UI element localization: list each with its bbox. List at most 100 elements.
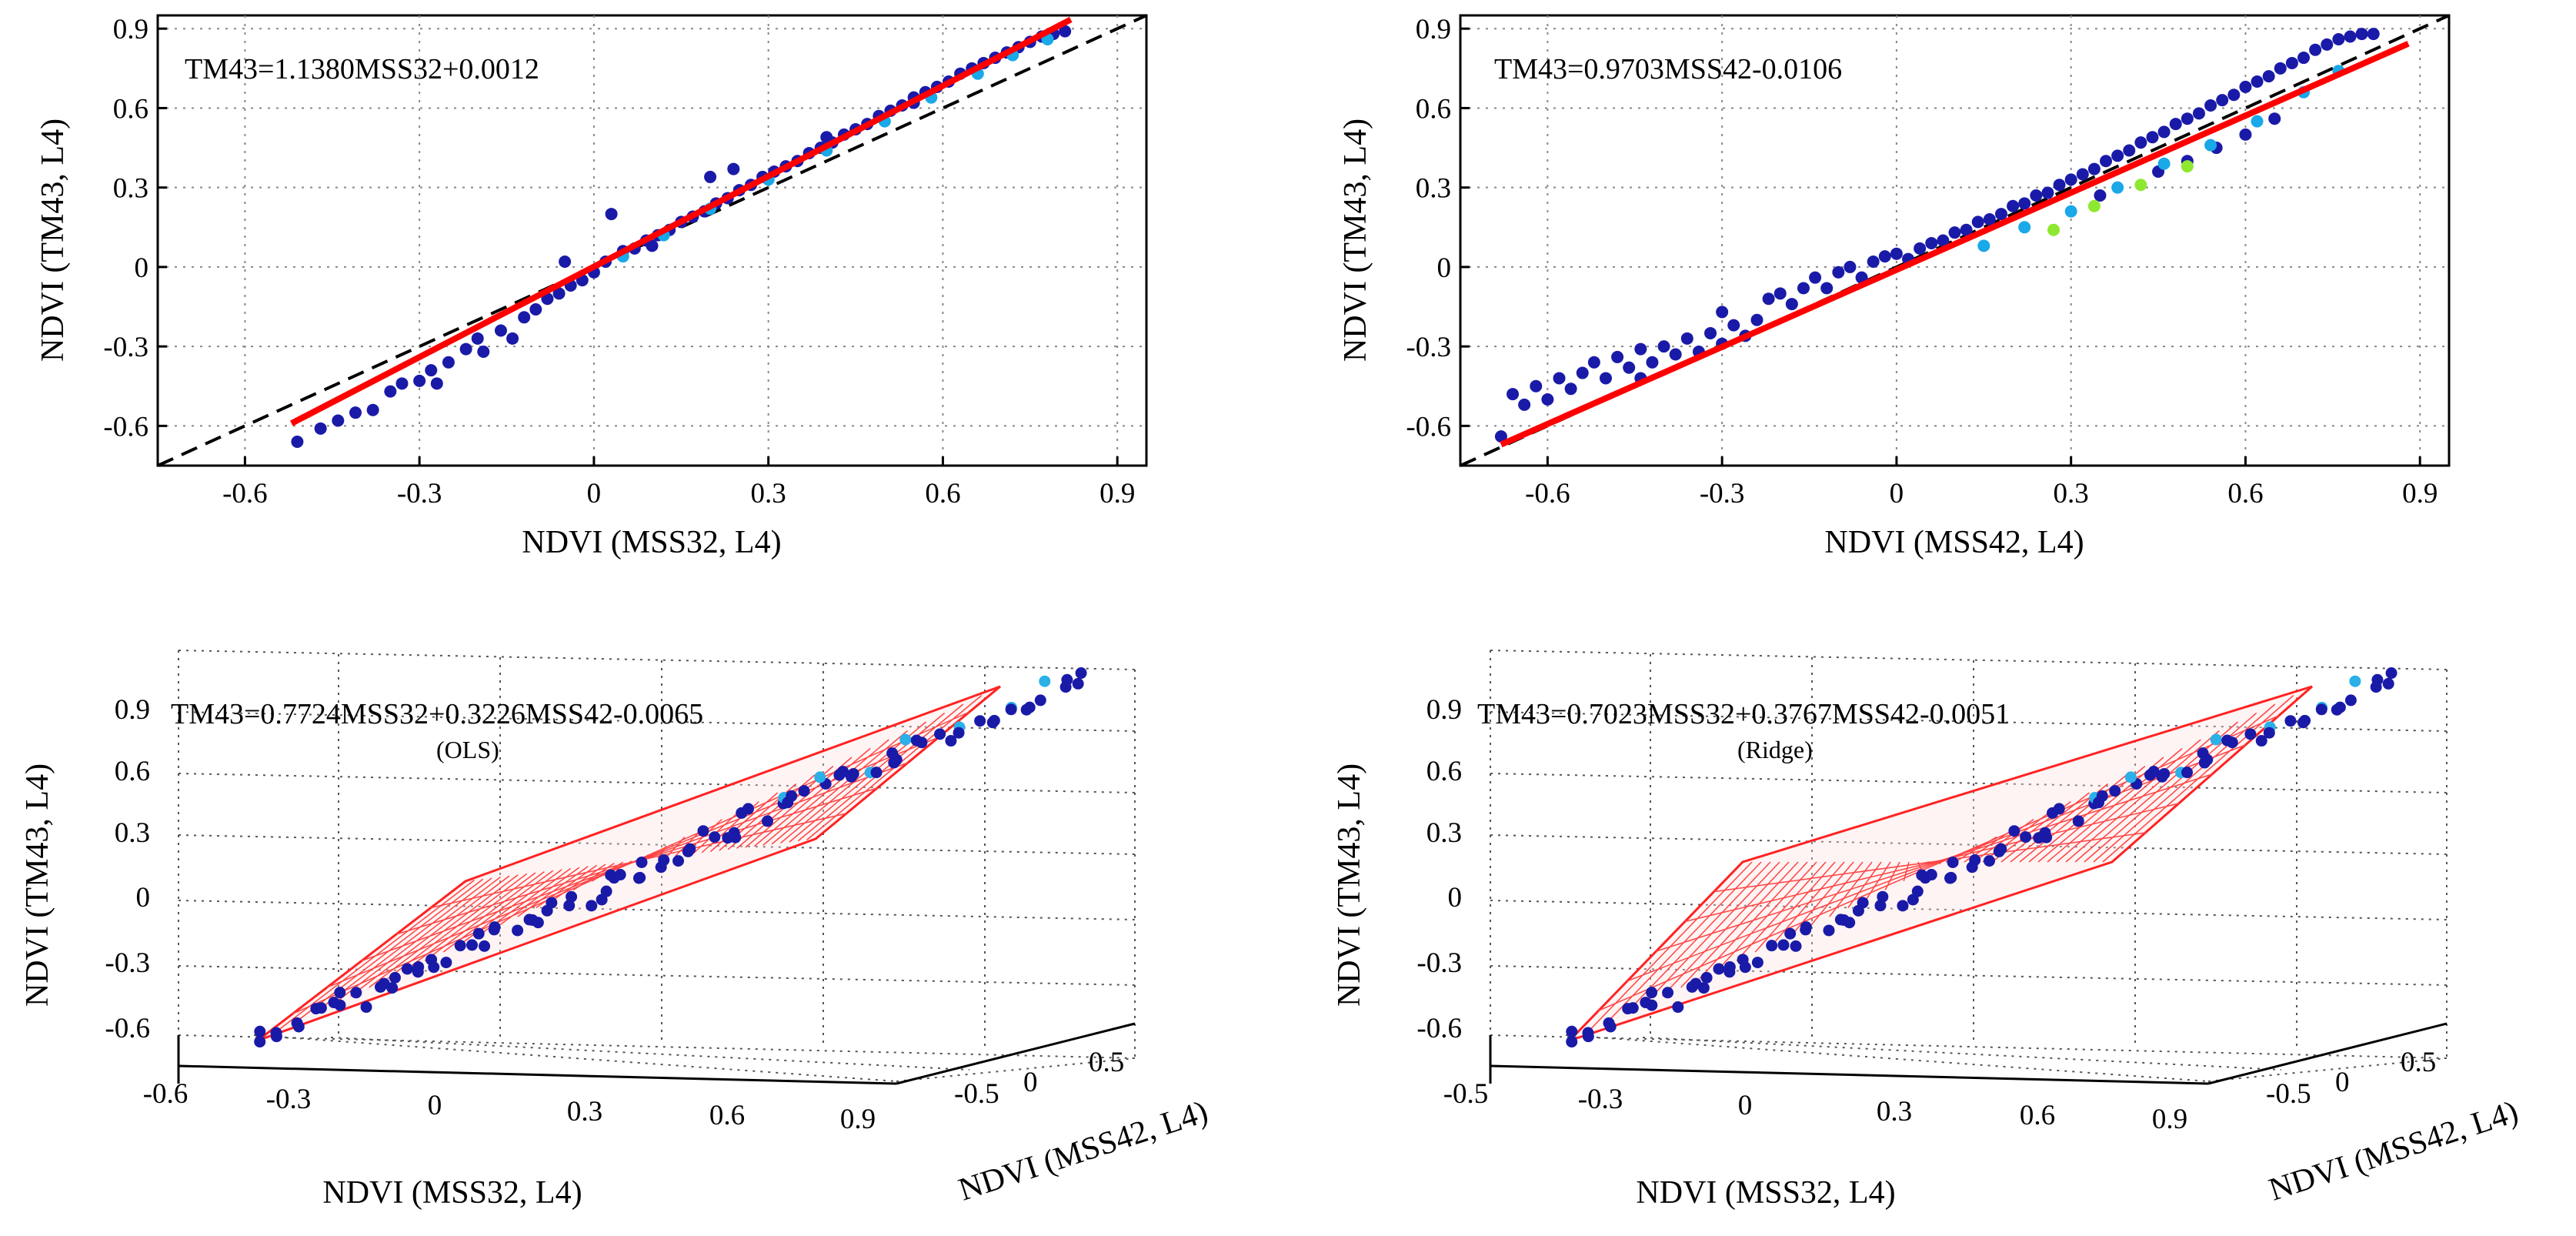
- data-point: [1576, 366, 1589, 379]
- data-point: [1566, 1025, 1578, 1037]
- data-point: [2007, 199, 2020, 212]
- depth-ticks: -0.5 0 0.5: [2266, 1047, 2436, 1110]
- y-tick-label: 0.6: [115, 756, 150, 787]
- x-tick-label: -0.5: [1443, 1078, 1489, 1110]
- y-tick-label: -0.3: [105, 947, 150, 979]
- data-point: [254, 1025, 266, 1037]
- y-tick-label: 0.6: [113, 93, 148, 125]
- data-point: [2268, 112, 2281, 125]
- x-tick-label: 0.6: [2020, 1100, 2055, 1131]
- data-point: [2053, 803, 2065, 815]
- depth-axis-label: NDVI (MSS42, L4): [955, 1094, 1213, 1208]
- data-point: [2087, 162, 2101, 175]
- data-point: [488, 924, 500, 936]
- data-point: [2111, 149, 2124, 162]
- data-point: [2156, 770, 2168, 783]
- data-point: [1686, 980, 1698, 993]
- x-tick-label: 0: [428, 1090, 442, 1121]
- data-point: [672, 855, 685, 867]
- data-point: [1897, 900, 1909, 912]
- depth-tick-label: 0.5: [1089, 1047, 1124, 1078]
- x-tick-label: 0.6: [925, 478, 960, 509]
- data-point: [814, 771, 826, 783]
- data-point: [350, 987, 362, 999]
- data-point: [1646, 356, 1659, 369]
- x-tick-label: -0.3: [1578, 1084, 1623, 1115]
- data-point: [1599, 372, 1612, 385]
- x-ticks: -0.6 -0.3 0 0.3 0.6 0.9: [222, 456, 1135, 509]
- x-tick-label: 0.9: [1099, 478, 1135, 509]
- data-point: [494, 324, 507, 337]
- panel-bottom-left-3d: 0.9 0.6 0.3 0 -0.3 -0.6 -0.6 -0.3 0 0.3 …: [20, 650, 1212, 1211]
- data-point: [2244, 728, 2257, 740]
- data-point: [728, 827, 740, 839]
- data-point: [1766, 940, 1778, 952]
- data-point: [1994, 208, 2007, 221]
- x-ticks: -0.6 -0.3 0 0.3 0.6 0.9: [143, 1078, 876, 1135]
- data-point: [412, 966, 424, 978]
- data-point: [332, 414, 345, 427]
- data-point: [2072, 815, 2084, 827]
- data-point: [1623, 361, 1636, 374]
- data-point: [820, 131, 833, 144]
- data-point: [2039, 827, 2051, 839]
- data-point: [945, 735, 957, 747]
- data-point: [1034, 694, 1046, 707]
- data-point: [1072, 677, 1084, 690]
- data-point: [974, 715, 986, 727]
- data-point: [704, 170, 717, 183]
- x-tick-label: 0: [1890, 478, 1904, 509]
- data-point: [1785, 298, 1798, 311]
- mesh-line: [1713, 832, 2146, 893]
- data-point: [1662, 987, 1674, 999]
- data-point: [1750, 313, 1763, 326]
- fit-line: [1500, 41, 2410, 448]
- data-point: [890, 753, 903, 766]
- y-ticks: 0.9 0.6 0.3 0 -0.3 -0.6: [1406, 14, 1470, 443]
- data-point: [1823, 924, 1835, 937]
- data-point: [953, 727, 965, 739]
- data-point: [384, 385, 397, 398]
- data-point: [1646, 987, 1658, 999]
- data-point: [472, 927, 485, 940]
- data-point: [2053, 179, 2066, 192]
- data-point: [2047, 223, 2060, 236]
- data-point: [636, 856, 648, 868]
- data-point: [512, 924, 524, 937]
- data-point: [454, 940, 466, 952]
- data-point: [870, 767, 883, 779]
- x-axis-label: NDVI (MSS32, L4): [1636, 1175, 1895, 1211]
- data-point: [2263, 727, 2275, 739]
- data-point: [1739, 961, 1751, 974]
- data-point: [2030, 189, 2043, 202]
- mesh-line: [1627, 744, 2246, 982]
- data-point: [646, 239, 659, 252]
- depth-tick-label: 0: [1023, 1067, 1038, 1098]
- data-point: [845, 770, 857, 783]
- data-point: [1697, 982, 1710, 994]
- data-point: [389, 971, 401, 984]
- y-tick-label: -0.6: [105, 1013, 150, 1044]
- data-point: [2334, 701, 2346, 713]
- data-point: [1993, 845, 2005, 857]
- y-tick-label: -0.6: [1416, 1013, 1462, 1044]
- y-tick-label: -0.3: [1406, 332, 1451, 363]
- data-point: [1587, 356, 1600, 369]
- data-point: [440, 957, 452, 969]
- depth-tick-label: 0.5: [2401, 1047, 2436, 1078]
- x-axis-label: NDVI (MSS32, L4): [522, 525, 781, 560]
- data-point: [270, 1031, 282, 1043]
- data-point: [2297, 52, 2311, 65]
- data-point: [2227, 89, 2241, 102]
- data-point: [1669, 348, 1682, 361]
- data-point: [2262, 70, 2275, 83]
- data-point: [1646, 999, 1658, 1011]
- x-tick-label: 0.3: [751, 478, 786, 509]
- y-tick-label: -0.6: [1406, 411, 1451, 443]
- front-axes: [1489, 1022, 2448, 1085]
- data-point: [1611, 350, 1624, 363]
- data-point: [1874, 900, 1887, 912]
- data-point: [401, 963, 413, 975]
- y-tick-label: 0: [136, 882, 151, 914]
- x-tick-label: 0.3: [567, 1096, 602, 1127]
